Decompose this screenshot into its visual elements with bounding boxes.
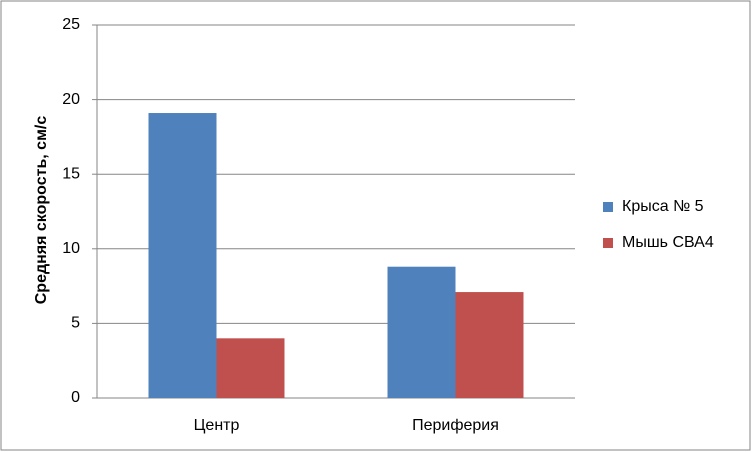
y-tick-label: 20 <box>62 91 80 108</box>
y-tick-label: 25 <box>62 16 80 33</box>
legend-label: Крыса № 5 <box>622 198 704 215</box>
legend-swatch <box>603 202 613 212</box>
legend-swatch <box>603 238 613 248</box>
legend-label: Мышь СВА4 <box>622 234 714 251</box>
y-tick-label: 15 <box>62 165 80 182</box>
bar <box>148 113 217 398</box>
x-tick-label: Периферия <box>412 417 499 434</box>
bar <box>216 338 285 398</box>
bar <box>387 266 456 398</box>
y-tick-label: 0 <box>71 389 80 406</box>
x-tick-label: Центр <box>194 417 240 434</box>
y-tick-label: 10 <box>62 240 80 257</box>
bar <box>455 292 524 398</box>
y-tick-label: 5 <box>71 315 80 332</box>
y-axis-title: Средняя скорость, см/с <box>33 116 50 305</box>
